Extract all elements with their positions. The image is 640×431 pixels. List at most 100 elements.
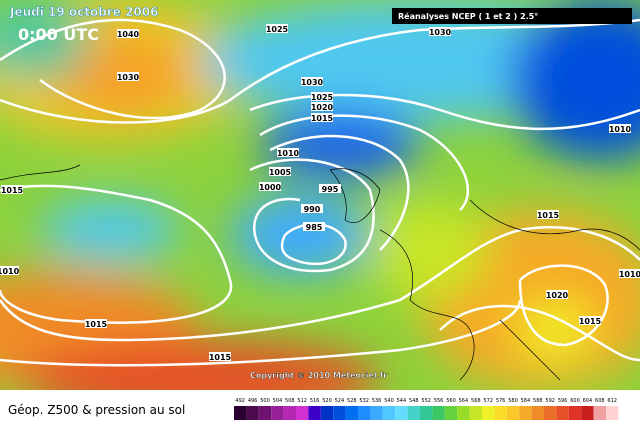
- isobar-label: 1030: [301, 78, 324, 87]
- source: Réanalyses NCEP ( 1 et 2 ) 2.5°: [398, 11, 538, 21]
- colorbar-swatch: [544, 406, 557, 420]
- colorbar-swatch: [345, 406, 358, 420]
- isobar-label-bg: [301, 204, 323, 213]
- isobar-label: 1020: [546, 291, 569, 300]
- colorbar-label: 544: [397, 398, 407, 404]
- colorbar: 492 496 500 504 508 512 516 520 524 528 532 536 540 5…: [234, 398, 619, 420]
- isobar-label: 1020: [311, 103, 334, 112]
- colorbar-label: 564: [459, 398, 469, 404]
- isobar-label-bg: [301, 77, 323, 86]
- colorbar-label: 600: [570, 398, 580, 404]
- colorbar-swatch: [382, 406, 396, 420]
- colorbar-swatch: [444, 406, 458, 420]
- isobar-label-bg: [209, 352, 231, 361]
- colorbar-swatch: [568, 406, 582, 420]
- source-box: [392, 8, 632, 24]
- colorbar-label: 528: [347, 398, 357, 404]
- colorbar-swatch: [407, 406, 420, 420]
- legend-title: Géop. Z500 & pression au sol: [8, 403, 185, 417]
- isobar-label: 1030: [429, 28, 452, 37]
- colorbar-label: 576: [496, 398, 506, 404]
- colorbar-label: 516: [310, 398, 320, 404]
- colorbar-swatch: [370, 406, 383, 420]
- colorbar-swatch: [320, 406, 334, 420]
- colorbar-swatch: [606, 406, 619, 420]
- isobar-label-bg: [259, 182, 281, 191]
- colorbar-swatch: [482, 406, 495, 420]
- isobar-label: 1010: [609, 125, 632, 134]
- isobar-label-bg: [303, 222, 325, 231]
- isobar-label-bg: [579, 316, 601, 325]
- map-field: [0, 0, 640, 390]
- isobar-label-bg: [117, 29, 139, 38]
- isobar-label: 995: [322, 185, 339, 194]
- colorbar-swatch: [246, 406, 259, 420]
- colorbar-swatch: [395, 406, 408, 420]
- isobar-label: 1000: [259, 183, 282, 192]
- time: 0:00 UTC: [18, 25, 99, 44]
- colorbar-swatch: [506, 406, 520, 420]
- colorbar-label: 540: [384, 398, 394, 404]
- colorbar-label: 588: [533, 398, 543, 404]
- colorbar-swatch: [457, 406, 470, 420]
- colorbar-label: 568: [471, 398, 481, 404]
- colorbar-label: 500: [260, 398, 270, 404]
- colorbar-label: 596: [558, 398, 568, 404]
- colorbar-label: 584: [521, 398, 531, 404]
- isobar-label-bg: [85, 319, 107, 328]
- isobar-label-bg: [429, 27, 451, 36]
- isobar-label-bg: [537, 210, 559, 219]
- colorbar-label: 612: [607, 398, 617, 404]
- isobar-label: 1010: [277, 149, 300, 158]
- copyright: Copyright © 2010 Meteociel.fr: [250, 371, 387, 380]
- colorbar-swatch: [469, 406, 482, 420]
- isobar-label-bg: [311, 92, 333, 101]
- colorbar-swatch: [556, 406, 569, 420]
- isobar-label-bg: [1, 185, 23, 194]
- colorbar-label: 560: [446, 398, 456, 404]
- isobar-label-bg: [277, 148, 299, 157]
- colorbar-label: 592: [545, 398, 555, 404]
- isobar-label-bg: [0, 266, 19, 275]
- colorbar-label: 508: [285, 398, 295, 404]
- isobar-label: 1005: [269, 168, 292, 177]
- colorbar-label: 572: [483, 398, 493, 404]
- colorbar-label: 520: [322, 398, 332, 404]
- isobar-label: 985: [306, 223, 323, 232]
- colorbar-swatch: [519, 406, 532, 420]
- isobar-label: 990: [304, 205, 321, 214]
- isobar-label: 1015: [579, 317, 602, 326]
- isobar-label: 1015: [311, 114, 334, 123]
- colorbar-swatch: [432, 406, 445, 420]
- colorbar-swatch: [283, 406, 296, 420]
- colorbar-label: 548: [409, 398, 419, 404]
- colorbar-label: 532: [359, 398, 369, 404]
- isobar-label-bg: [311, 102, 333, 111]
- colorbar-swatch: [358, 406, 371, 420]
- isobar-label: 1015: [537, 211, 560, 220]
- colorbar-label: 492: [235, 398, 245, 404]
- colorbar-label: 552: [421, 398, 431, 404]
- colorbar-swatch: [308, 406, 321, 420]
- isobar-label: 1010: [0, 267, 20, 276]
- colorbar-swatch: [494, 406, 507, 420]
- colorbar-swatch: [581, 406, 594, 420]
- colorbar-label: 512: [297, 398, 307, 404]
- isobar-label-bg: [546, 290, 568, 299]
- isobar-label: 1010: [619, 270, 640, 279]
- colorbar-swatch: [234, 406, 247, 420]
- isobar-label-bg: [269, 167, 291, 176]
- isobar-lines: [0, 18, 640, 367]
- colorbar-swatch: [258, 406, 272, 420]
- isobar-label-bg: [609, 124, 631, 133]
- isobar-label: 1015: [209, 353, 232, 362]
- colorbar-swatch: [420, 406, 433, 420]
- coastlines: [0, 164, 640, 381]
- colorbar-swatch: [593, 406, 606, 420]
- colorbar-swatch: [531, 406, 544, 420]
- isobar-label-bg: [117, 72, 139, 81]
- isobar-labels: 1040102510301030103010251020101510101005…: [0, 24, 640, 362]
- isobar-label: 1015: [1, 186, 24, 195]
- colorbar-swatch: [271, 406, 284, 420]
